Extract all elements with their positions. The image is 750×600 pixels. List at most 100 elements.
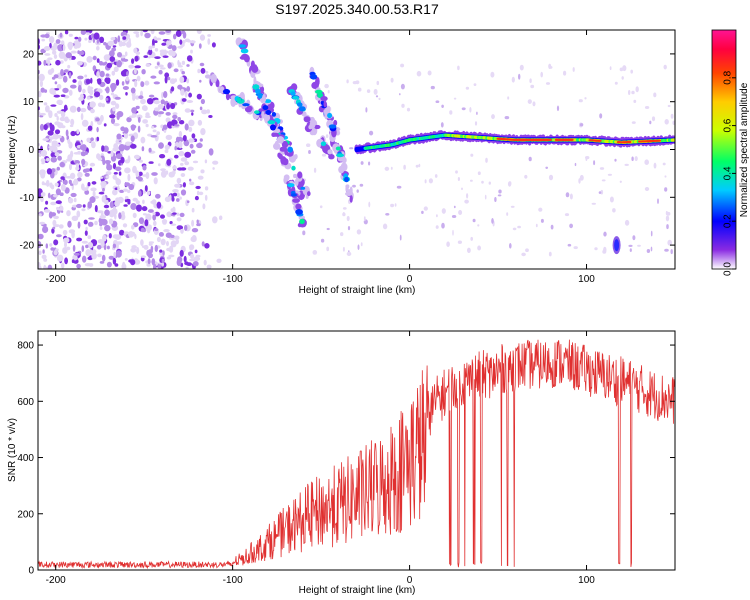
noise-blob <box>201 241 205 247</box>
noise-blob <box>62 75 68 83</box>
noise-blob <box>190 40 196 44</box>
noise-blob <box>130 143 137 149</box>
noise-blob <box>124 51 128 57</box>
noise-blob <box>130 87 136 94</box>
noise-blob <box>535 223 538 228</box>
noise-blob <box>212 167 215 170</box>
noise-blob <box>120 41 127 47</box>
track-blob <box>230 97 236 107</box>
track-core <box>242 103 250 107</box>
noise-blob <box>81 240 88 244</box>
noise-blob <box>62 44 66 51</box>
noise-blob <box>62 229 68 236</box>
noise-blob <box>122 261 126 268</box>
noise-blob <box>50 104 57 107</box>
noise-blob <box>85 244 89 249</box>
noise-blob <box>76 203 82 209</box>
noise-blob <box>106 245 110 250</box>
noise-blob <box>103 244 107 251</box>
noise-blob <box>88 39 92 44</box>
noise-blob <box>319 205 323 209</box>
noise-blob <box>109 201 114 209</box>
noise-blob <box>99 226 103 230</box>
noise-blob <box>92 190 96 198</box>
noise-blob <box>428 178 433 184</box>
noise-blob <box>633 99 637 103</box>
noise-blob <box>71 215 79 221</box>
noise-blob <box>115 250 122 258</box>
noise-blob <box>184 108 191 113</box>
noise-blob <box>105 86 110 94</box>
noise-blob <box>50 201 57 206</box>
noise-blob <box>601 179 606 182</box>
carrier-hot <box>548 138 553 141</box>
noise-blob <box>467 247 471 253</box>
noise-blob <box>340 232 344 237</box>
noise-blob <box>134 65 141 69</box>
noise-blob <box>506 212 509 216</box>
track-core <box>270 124 276 131</box>
noise-blob <box>47 264 53 269</box>
noise-blob <box>77 84 82 93</box>
noise-blob <box>132 197 138 202</box>
noise-blob <box>84 263 92 267</box>
noise-blob <box>160 214 165 219</box>
x-tick-label: 0 <box>407 274 413 285</box>
noise-blob <box>140 81 145 88</box>
noise-blob <box>473 83 477 86</box>
noise-blob <box>578 178 581 184</box>
noise-blob <box>435 100 440 103</box>
noise-blob <box>325 134 329 139</box>
noise-blob <box>68 179 72 185</box>
noise-blob <box>191 219 195 227</box>
noise-blob <box>465 86 470 90</box>
noise-blob <box>180 228 184 234</box>
track-blob <box>345 184 350 189</box>
noise-blob <box>174 154 179 159</box>
noise-blob <box>189 181 195 186</box>
noise-blob <box>70 50 77 54</box>
noise-blob <box>46 168 53 175</box>
noise-blob <box>42 138 49 141</box>
noise-blob <box>114 177 119 181</box>
noise-blob <box>146 98 154 105</box>
noise-blob <box>96 136 100 142</box>
noise-blob <box>191 112 194 116</box>
noise-blob <box>130 135 135 142</box>
noise-blob <box>70 55 76 60</box>
noise-blob <box>163 229 170 233</box>
noise-blob <box>87 241 94 249</box>
noise-blob <box>53 249 58 256</box>
noise-blob <box>71 259 75 264</box>
noise-blob <box>161 262 164 267</box>
noise-blob <box>54 113 58 117</box>
noise-blob <box>68 89 73 96</box>
track-blob <box>246 105 253 111</box>
x-tick-label: -100 <box>223 274 243 285</box>
noise-blob <box>96 58 100 63</box>
noise-blob <box>664 187 668 192</box>
noise-blob <box>530 84 535 89</box>
noise-blob <box>135 33 140 38</box>
track-core <box>320 141 327 146</box>
noise-blob <box>631 121 636 124</box>
noise-blob <box>115 103 120 109</box>
track-core <box>255 88 261 95</box>
noise-blob <box>176 212 180 216</box>
colorbar-tick-label: 0.4 <box>723 166 734 180</box>
noise-blob <box>136 114 143 120</box>
noise-blob <box>159 154 166 159</box>
spectrogram-y-ticks: 20 10 0 -10 -20 <box>20 49 675 252</box>
noise-blob <box>308 150 311 154</box>
noise-blob <box>44 33 50 39</box>
noise-blob <box>38 60 42 66</box>
noise-blob <box>172 170 176 175</box>
track-blob <box>284 147 288 156</box>
noise-blob <box>664 119 669 125</box>
noise-blob <box>167 76 171 81</box>
noise-blob <box>491 218 494 224</box>
noise-blob <box>122 86 129 90</box>
noise-blob <box>118 144 125 152</box>
noise-blob <box>112 106 116 112</box>
noise-blob <box>115 79 120 86</box>
